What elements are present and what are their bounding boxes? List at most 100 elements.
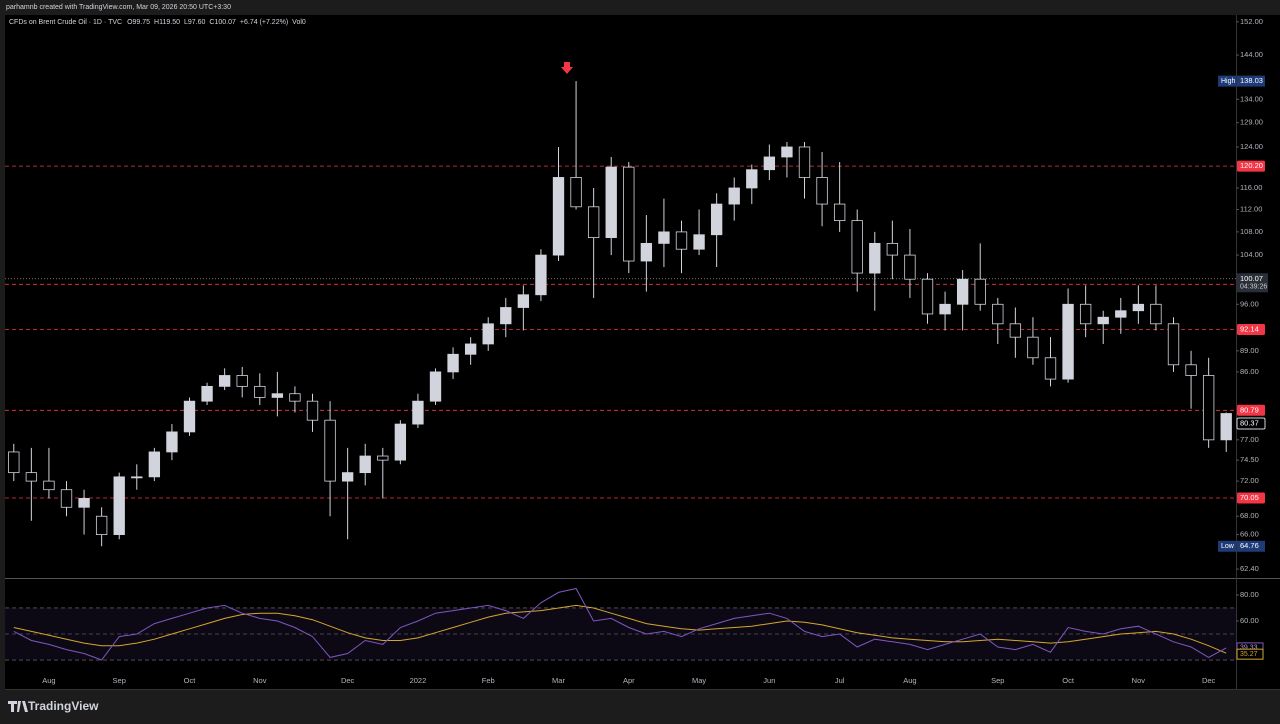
candle-body (1027, 336, 1039, 359)
candle-body (289, 393, 301, 402)
x-tick-label: Sep (113, 676, 126, 685)
y-tick-label: 104.00 (1240, 250, 1263, 259)
candle-body (1044, 357, 1057, 380)
x-tick-label: Sep (991, 676, 1004, 685)
candle-body (429, 371, 442, 402)
candle-body (798, 146, 811, 178)
marker-text: High (1221, 78, 1236, 85)
rsi-ma-line (13, 604, 1227, 654)
level-label: 80.79 (1240, 405, 1259, 414)
level-badge (1237, 324, 1265, 336)
marker-badge (1237, 75, 1265, 87)
x-tick-label: Jul (835, 676, 845, 685)
candle-body (693, 234, 705, 250)
last-close-label: 80.37 (1240, 419, 1259, 428)
candle-body (306, 400, 319, 421)
candle-body (482, 323, 494, 345)
x-tick-label: Nov (1132, 676, 1146, 685)
countdown: 04:39:26 (1240, 284, 1267, 291)
candle-body (271, 393, 284, 398)
candle-body (886, 242, 899, 256)
y-tick-label: 62.40 (1240, 564, 1259, 573)
candle-body (605, 166, 617, 239)
marker-text: Low (1221, 543, 1235, 550)
candle-body (517, 294, 530, 308)
y-tick-label: 68.00 (1240, 511, 1259, 520)
y-tick-label: 66.00 (1240, 530, 1259, 539)
x-tick-label: May (692, 676, 706, 685)
header: parhamnb created with TradingView.com, M… (6, 4, 231, 11)
candle-body (587, 206, 600, 239)
ohlc-legend: Vol0 (292, 19, 306, 26)
ohlc-legend: O99.75 (127, 19, 150, 26)
y-tick-label: 86.00 (1240, 367, 1259, 376)
rsi-tick-label: 60.00 (1240, 616, 1259, 625)
candle-body (113, 476, 125, 535)
x-tick-label: Aug (42, 676, 55, 685)
candle-body (1132, 303, 1145, 312)
x-tick-label: 2022 (410, 676, 427, 685)
y-tick-label: 77.00 (1240, 435, 1259, 444)
y-tick-label: 116.00 (1240, 183, 1262, 192)
candle-body (921, 278, 934, 315)
ohlc-legend: +6.74 (+7.22%) (240, 19, 288, 26)
x-tick-label: Jun (763, 676, 775, 685)
x-tick-label: Dec (341, 676, 355, 685)
candle-body (992, 303, 1004, 325)
candle-body (359, 455, 371, 474)
marker-tag (1218, 75, 1236, 87)
candle-body (95, 515, 108, 535)
level-badge (1237, 492, 1265, 504)
candle-body (43, 480, 55, 491)
arrow-annotation (561, 62, 573, 74)
candle-body (1167, 323, 1180, 366)
candle-body (869, 242, 881, 274)
marker-tag (1218, 540, 1236, 552)
candle-body (25, 472, 38, 482)
candle-body (78, 498, 90, 508)
rsi-line (13, 587, 1227, 661)
candle-body (904, 254, 916, 280)
candle-body (412, 400, 424, 425)
candle-body (1009, 323, 1022, 338)
candle-body (131, 476, 143, 479)
candle-body (781, 146, 793, 158)
x-tick-label: Aug (903, 676, 916, 685)
x-tick-label: Oct (1062, 676, 1075, 685)
candle-body (623, 166, 635, 262)
candle-body (552, 177, 565, 256)
candle-body (710, 203, 723, 236)
candle-body (833, 203, 846, 222)
level-badge (1237, 160, 1265, 172)
rsi-value: 39.33 (1240, 645, 1258, 652)
candle-body (956, 278, 969, 305)
candle-body (535, 254, 547, 296)
candle-body (500, 307, 512, 325)
last-close-badge (1236, 417, 1266, 430)
y-tick-label: 129.00 (1240, 118, 1263, 127)
candle-body (254, 385, 266, 398)
candle-body (324, 419, 336, 482)
candle-body (974, 278, 986, 305)
candle-body (8, 451, 20, 474)
ohlc-legend: C100.07 (209, 19, 236, 26)
candle-body (183, 400, 196, 433)
candle-body (464, 343, 477, 355)
candle-body (763, 156, 776, 171)
candle-body (1202, 375, 1215, 441)
candle-body (201, 385, 213, 402)
candle-body (148, 451, 161, 478)
candle-body (1097, 316, 1109, 325)
last-price-badge (1237, 273, 1268, 293)
candle-body (746, 169, 758, 189)
candle-body (166, 431, 178, 453)
candle-body (939, 303, 951, 315)
level-label: 92.14 (1240, 324, 1259, 333)
candle-body (394, 423, 407, 461)
x-tick-label: Mar (552, 676, 565, 685)
marker-badge (1237, 540, 1265, 552)
x-tick-label: Feb (482, 676, 495, 685)
y-tick-label: 124.00 (1240, 142, 1263, 151)
ohlc-legend: H119.50 (154, 19, 180, 26)
